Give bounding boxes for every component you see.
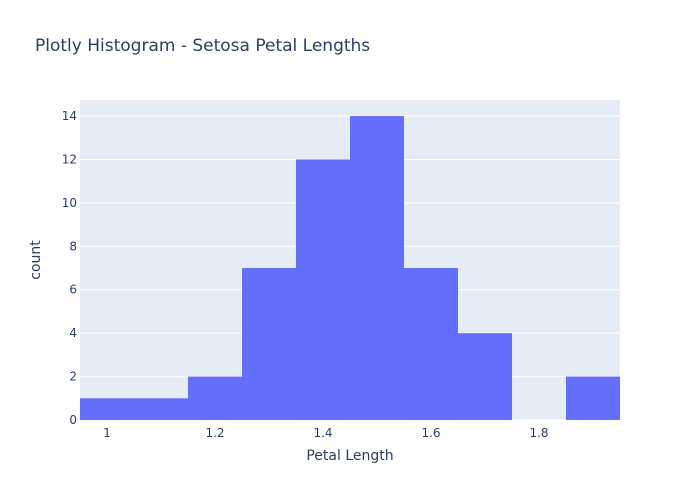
histogram-bar [134, 398, 188, 420]
chart-title: Plotly Histogram - Setosa Petal Lengths [35, 36, 370, 56]
histogram-bar [296, 159, 350, 421]
histogram-bar [404, 268, 458, 420]
y-axis-ticks: 0 2 4 6 8 10 12 14 [62, 109, 77, 427]
histogram-bar [458, 333, 512, 420]
y-tick-label: 12 [62, 152, 77, 166]
y-tick-label: 6 [69, 283, 77, 297]
x-tick-label: 1.6 [421, 426, 440, 440]
histogram-bar [566, 376, 620, 420]
x-tick-label: 1.8 [529, 426, 548, 440]
x-tick-label: 1.2 [205, 426, 224, 440]
histogram-bar [350, 116, 404, 421]
y-tick-label: 10 [62, 196, 77, 210]
y-tick-label: 2 [69, 370, 77, 384]
y-tick-label: 4 [69, 326, 77, 340]
x-tick-label: 1.4 [313, 426, 332, 440]
x-axis-ticks: 1 1.2 1.4 1.6 1.8 [103, 426, 548, 440]
histogram-bar [80, 398, 134, 420]
histogram-bar [188, 376, 242, 420]
y-tick-label: 14 [62, 109, 77, 123]
x-axis-label: Petal Length [306, 448, 393, 464]
x-tick-label: 1 [103, 426, 111, 440]
y-tick-label: 0 [69, 413, 77, 427]
y-axis-label: count [28, 240, 44, 280]
y-tick-label: 8 [69, 239, 77, 253]
histogram-bar [242, 268, 296, 420]
bars [80, 116, 620, 421]
